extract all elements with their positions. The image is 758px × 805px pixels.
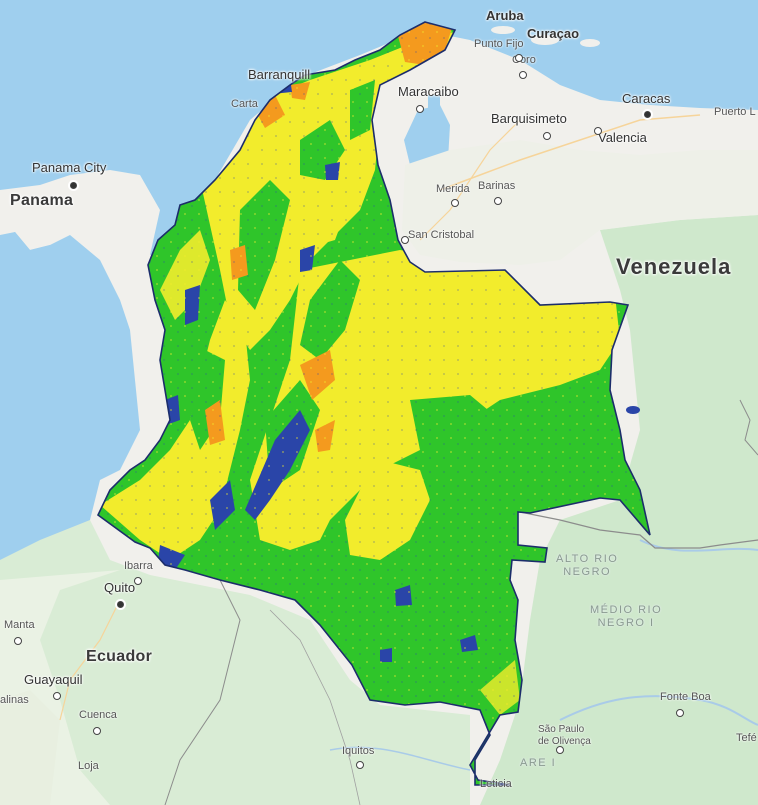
- city-label-barranquilla: Barranquill: [248, 67, 311, 82]
- city-label-aruba: Aruba: [486, 8, 524, 23]
- region-label-solimoes: ARE I: [520, 757, 557, 769]
- city-marker-manta: [14, 632, 25, 650]
- city-marker-san-cristobal: [401, 231, 412, 249]
- city-label-salinas: alinas: [0, 694, 29, 706]
- city-marker-caracas: [644, 106, 654, 124]
- city-label-barinas: Barinas: [478, 180, 516, 192]
- city-label-manta: Manta: [4, 619, 35, 631]
- city-marker-iquitos: [356, 756, 367, 774]
- city-label-maracaibo: Maracaibo: [398, 84, 459, 99]
- city-label-quito: Quito: [104, 580, 136, 595]
- city-marker-merida: [451, 194, 462, 212]
- city-label-san-cristobal: San Cristobal: [408, 229, 475, 241]
- city-marker-barinas: [494, 192, 505, 210]
- city-marker-coro: [519, 66, 530, 84]
- colombia-border: [96, 21, 651, 786]
- city-label-caracas: Caracas: [622, 91, 671, 106]
- city-label-cuenca: Cuenca: [79, 709, 117, 721]
- city-marker-barquisimeto: [543, 127, 554, 145]
- city-marker-sao-paulo: [556, 741, 567, 759]
- region-label-alto-rio-negro: ALTO RIO NEGRO: [556, 553, 619, 578]
- city-marker-fonte-boa: [676, 704, 687, 722]
- city-marker-cuenca: [93, 722, 104, 740]
- city-marker-quito: [117, 596, 127, 614]
- city-label-leticia: Leticia: [480, 778, 512, 790]
- city-label-cartagena: Carta: [231, 98, 258, 110]
- city-marker-valencia: [594, 122, 605, 140]
- city-label-guayaquil: Guayaquil: [24, 672, 83, 687]
- city-label-sao-paulo-de-olivenca: São Paulo de Olivença: [538, 724, 591, 747]
- city-label-tefe: Tefé: [736, 732, 757, 744]
- region-label-medio-rio-negro: MÉDIO RIO NEGRO I: [590, 604, 663, 629]
- city-label-punto-fijo: Punto Fijo: [474, 38, 524, 50]
- city-marker-punto-fijo: [515, 49, 526, 67]
- city-label-panama-city: Panama City: [32, 160, 107, 175]
- city-label-curacao: Curaçao: [527, 26, 580, 41]
- city-marker-panama-city: [70, 177, 80, 195]
- city-marker-maracaibo: [416, 100, 427, 118]
- city-label-merida: Merida: [436, 183, 470, 195]
- city-label-valencia: Valencia: [598, 130, 647, 145]
- city-label-barquisimeto: Barquisimeto: [491, 111, 567, 126]
- city-label-loja: Loja: [78, 760, 99, 772]
- city-label-ibarra: Ibarra: [124, 560, 153, 572]
- city-label-puerto-la-cruz: Puerto L: [714, 106, 756, 118]
- city-label-iquitos: Iquitos: [342, 745, 375, 757]
- country-label-panama: Panama: [10, 192, 74, 209]
- city-marker-guayaquil: [53, 687, 64, 705]
- country-label-venezuela: Venezuela: [616, 254, 732, 279]
- country-label-ecuador: Ecuador: [86, 648, 153, 665]
- city-label-fonte-boa: Fonte Boa: [660, 691, 711, 703]
- city-marker-ibarra: [134, 572, 145, 590]
